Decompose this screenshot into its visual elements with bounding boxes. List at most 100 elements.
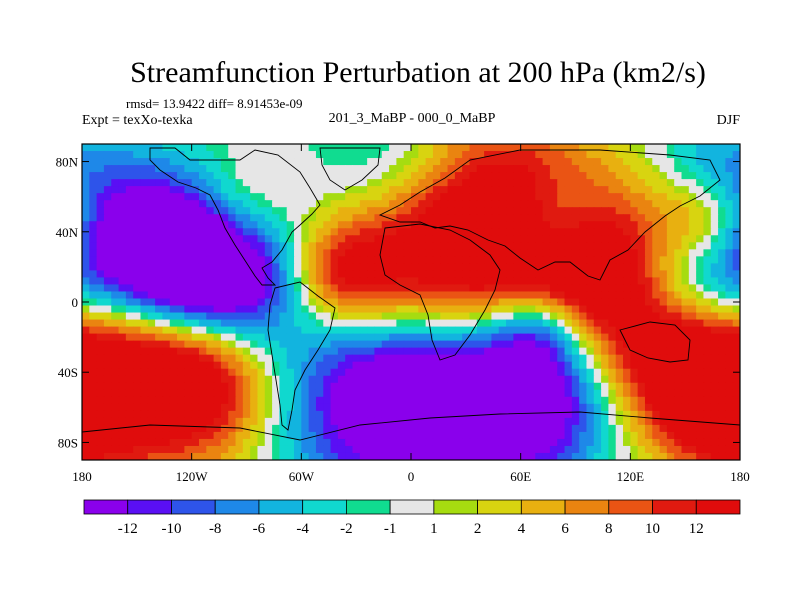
field-cell bbox=[579, 382, 588, 391]
field-cell bbox=[352, 291, 361, 300]
field-cell bbox=[703, 242, 712, 250]
field-cell bbox=[484, 263, 493, 271]
field-cell bbox=[352, 186, 361, 194]
field-cell bbox=[688, 382, 697, 391]
field-cell bbox=[542, 445, 551, 454]
field-cell bbox=[666, 256, 675, 264]
field-cell bbox=[666, 452, 675, 460]
field-cell bbox=[696, 200, 705, 208]
field-cell bbox=[118, 228, 127, 236]
field-cell bbox=[191, 305, 200, 314]
field-cell bbox=[118, 298, 127, 307]
field-cell bbox=[469, 207, 478, 215]
field-cell bbox=[674, 235, 683, 243]
field-cell bbox=[213, 431, 222, 440]
field-cell bbox=[359, 256, 368, 264]
field-cell bbox=[601, 207, 609, 215]
field-cell bbox=[89, 186, 98, 194]
field-cell bbox=[118, 172, 127, 180]
field-cell bbox=[579, 305, 588, 314]
field-cell bbox=[103, 256, 112, 264]
field-cell bbox=[696, 312, 705, 321]
field-cell bbox=[308, 340, 317, 349]
field-cell bbox=[352, 221, 361, 229]
field-cell bbox=[294, 242, 302, 250]
field-cell bbox=[220, 382, 229, 391]
field-cell bbox=[330, 403, 339, 412]
field-cell bbox=[89, 347, 98, 356]
field-cell bbox=[118, 151, 127, 159]
field-cell bbox=[294, 256, 302, 264]
field-cell bbox=[301, 375, 310, 384]
field-cell bbox=[374, 277, 383, 286]
field-cell bbox=[520, 200, 529, 208]
field-cell bbox=[279, 333, 288, 342]
field-cell bbox=[696, 291, 705, 300]
field-cell bbox=[155, 305, 164, 314]
field-cell bbox=[601, 256, 609, 264]
field-cell bbox=[323, 305, 332, 314]
field-cell bbox=[732, 452, 740, 460]
field-cell bbox=[725, 333, 734, 342]
field-cell bbox=[279, 207, 288, 215]
field-cell bbox=[162, 424, 171, 433]
field-cell bbox=[198, 284, 207, 293]
field-cell bbox=[644, 396, 653, 405]
field-cell bbox=[89, 445, 98, 454]
field-cell bbox=[294, 382, 302, 391]
field-cell bbox=[133, 284, 142, 293]
field-cell bbox=[177, 347, 185, 356]
field-cell bbox=[359, 424, 368, 433]
field-cell bbox=[652, 291, 661, 300]
field-cell bbox=[447, 452, 456, 460]
field-cell bbox=[396, 200, 405, 208]
field-cell bbox=[615, 165, 624, 173]
field-cell bbox=[228, 403, 237, 412]
field-cell bbox=[345, 361, 354, 370]
field-cell bbox=[440, 186, 449, 194]
field-cell bbox=[337, 438, 346, 447]
field-cell bbox=[549, 438, 558, 447]
field-cell bbox=[732, 354, 740, 363]
field-cell bbox=[498, 417, 507, 426]
field-cell bbox=[184, 319, 193, 328]
field-cell bbox=[147, 312, 156, 321]
field-cell bbox=[308, 431, 317, 440]
field-cell bbox=[674, 193, 683, 201]
field-cell bbox=[718, 382, 726, 391]
field-cell bbox=[608, 165, 617, 173]
field-cell bbox=[177, 235, 185, 243]
field-cell bbox=[82, 235, 90, 243]
field-cell bbox=[520, 284, 529, 293]
field-cell bbox=[666, 200, 675, 208]
field-cell bbox=[644, 445, 653, 454]
field-cell bbox=[659, 326, 668, 335]
x-tick-label: 0 bbox=[408, 469, 415, 484]
field-cell bbox=[103, 144, 112, 152]
field-cell bbox=[520, 340, 529, 349]
field-cell bbox=[454, 242, 463, 250]
field-cell bbox=[732, 333, 740, 342]
field-cell bbox=[432, 354, 441, 363]
field-cell bbox=[725, 284, 734, 293]
field-cell bbox=[125, 396, 134, 405]
field-cell bbox=[440, 424, 449, 433]
field-cell bbox=[725, 445, 734, 454]
field-cell bbox=[418, 410, 427, 419]
field-cell bbox=[710, 445, 719, 454]
field-cell bbox=[608, 284, 617, 293]
field-cell bbox=[571, 347, 580, 356]
field-cell bbox=[571, 361, 580, 370]
field-cell bbox=[732, 361, 740, 370]
field-cell bbox=[374, 319, 383, 328]
field-cell bbox=[527, 228, 536, 236]
field-cell bbox=[542, 228, 551, 236]
field-cell bbox=[286, 354, 295, 363]
field-cell bbox=[498, 305, 507, 314]
field-cell bbox=[235, 291, 244, 300]
field-cell bbox=[623, 298, 631, 307]
field-cell bbox=[389, 312, 397, 321]
field-cell bbox=[732, 291, 740, 300]
field-cell bbox=[564, 228, 573, 236]
field-cell bbox=[228, 347, 237, 356]
